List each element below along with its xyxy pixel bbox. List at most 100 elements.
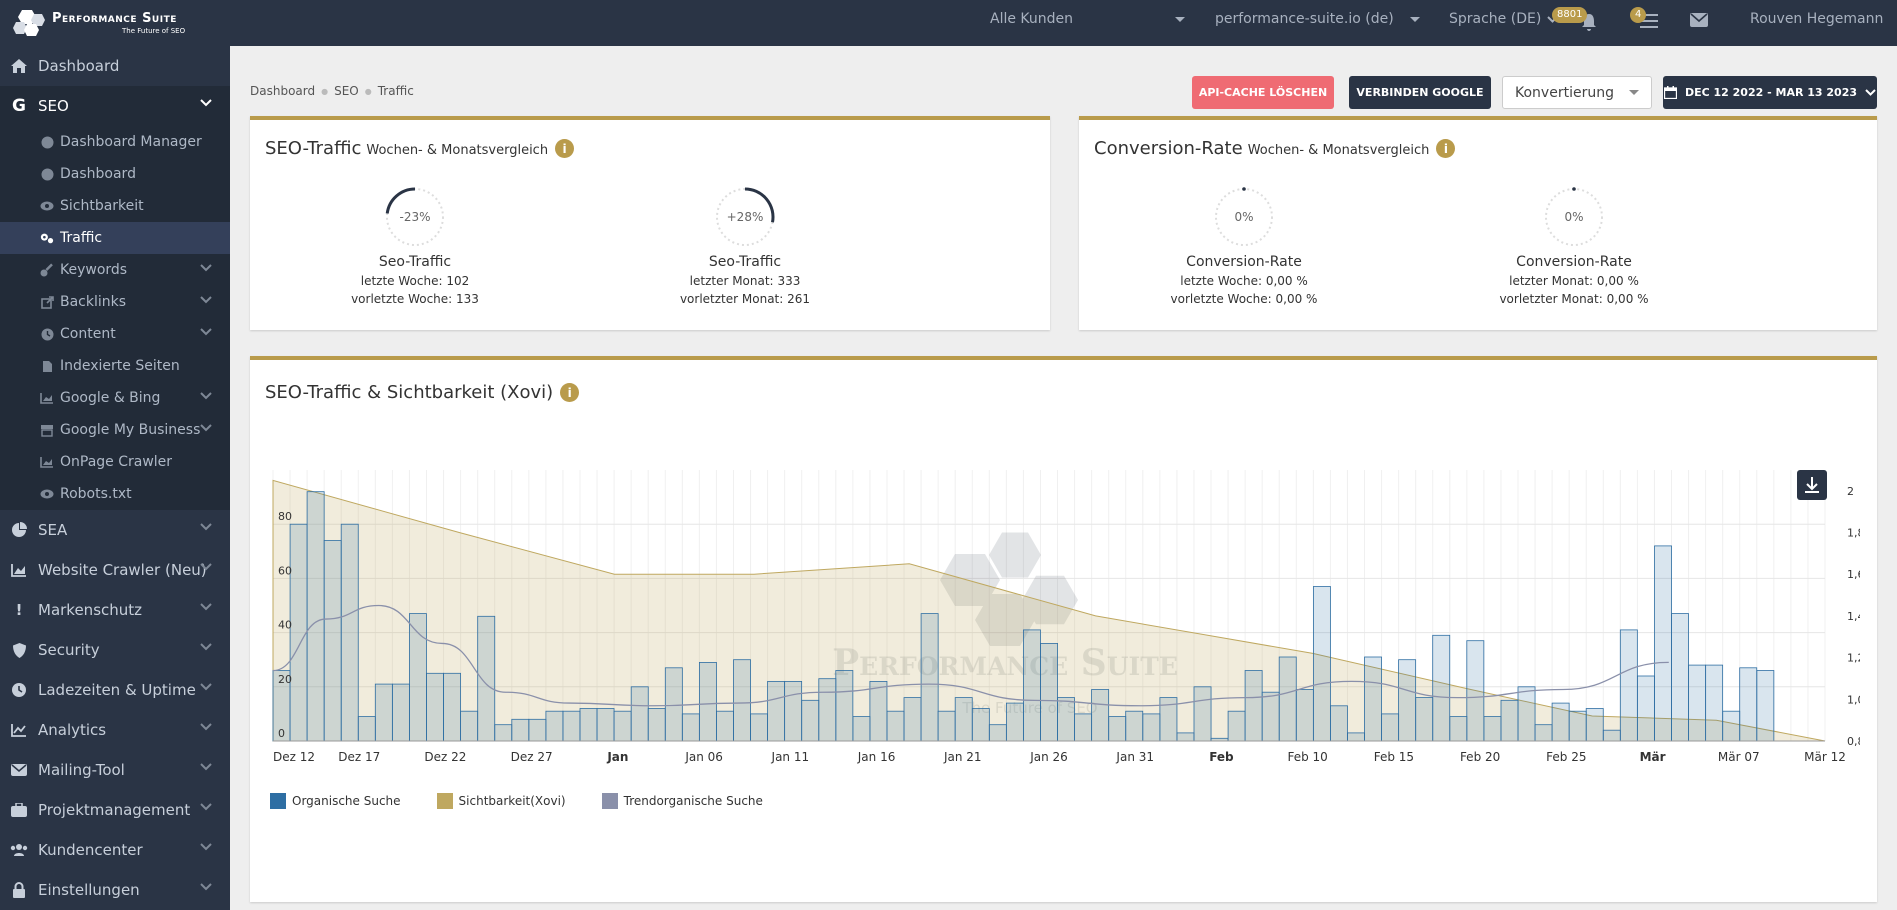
sidebar-subitem-label: Sichtbarkeit [60, 198, 144, 214]
organic-bar [1415, 697, 1434, 742]
logo-icon [13, 10, 45, 36]
organic-bar [869, 680, 888, 742]
organic-bar [1466, 640, 1485, 742]
organic-bar [306, 491, 325, 742]
gauge-arc [385, 187, 416, 214]
sidebar-item-label: Security [38, 641, 100, 659]
breadcrumb-item[interactable]: SEO [334, 84, 359, 98]
sidebar-item-sea[interactable]: SEA [0, 510, 230, 550]
organic-bar [613, 710, 632, 742]
sidebar-subitem-sichtbarkeit[interactable]: Sichtbarkeit [0, 190, 230, 222]
dashboard-icon [40, 135, 54, 149]
sidebar-item-analytics[interactable]: Analytics [0, 710, 230, 750]
tasks-icon[interactable] [1640, 13, 1658, 29]
organic-bar [1688, 664, 1707, 742]
gauge-line-value: 0,00 % [1265, 274, 1308, 288]
legend-item-organic[interactable]: Organische Suche [270, 793, 401, 809]
sidebar-item-ladezeiten[interactable]: Ladezeiten & Uptime [0, 670, 230, 710]
organic-bar [1261, 691, 1280, 742]
gauge-line-label: vorletzte Woche: [1170, 292, 1272, 306]
sidebar-item-kundencenter[interactable]: Kundencenter [0, 830, 230, 870]
organic-bar [1023, 629, 1041, 742]
sidebar-item-seo[interactable]: G SEO [0, 86, 230, 126]
language-select[interactable]: Sprache (DE) [1449, 11, 1559, 27]
organic-bar [374, 683, 393, 742]
sidebar-subitem-robots[interactable]: Robots.txt [0, 478, 230, 510]
connect-google-button[interactable]: Verbinden Google [1349, 76, 1491, 109]
gauge-line-value: 133 [456, 292, 479, 306]
watermark-text: Performance Suite [832, 642, 1178, 684]
info-icon[interactable]: i [555, 139, 575, 158]
customer-select[interactable]: Alle Kunden [990, 11, 1185, 27]
sidebar-item-einstellungen[interactable]: Einstellungen [0, 870, 230, 910]
breadcrumb-item[interactable]: Dashboard [250, 84, 316, 98]
users-icon [10, 841, 28, 859]
sidebar-item-label: Projektmanagement [38, 801, 191, 819]
gauge-marker [1242, 187, 1246, 191]
mail-icon[interactable] [1690, 13, 1708, 27]
y-right-tick-label: 1,8 [1847, 527, 1860, 540]
watermark-hex [1022, 575, 1078, 625]
y-right-tick-label: 1,2 [1847, 652, 1860, 665]
sidebar-subitem-dashboard[interactable]: Dashboard [0, 158, 230, 190]
sidebar-subitem-indexierte-seiten[interactable]: Indexierte Seiten [0, 350, 230, 382]
organic-bar [1517, 686, 1536, 742]
watermark-subtext: The Future of SEO [961, 699, 1097, 717]
brand-subtitle: The Future of SEO [122, 27, 186, 35]
organic-bar [920, 613, 939, 742]
legend-item-visibility[interactable]: Sichtbarkeit(Xovi) [436, 793, 566, 809]
organic-bar [852, 716, 871, 742]
seo-traffic-card: SEO-Traffic Wochen- & Monatsvergleich i … [250, 116, 1050, 330]
sidebar-subitem-onpage-crawler[interactable]: OnPage Crawler [0, 446, 230, 478]
metric-select[interactable]: Konvertierung [1502, 76, 1652, 109]
sidebar-item-label: Einstellungen [38, 881, 140, 899]
sidebar-item-projektmanagement[interactable]: Projektmanagement [0, 790, 230, 830]
clear-cache-button[interactable]: API-Cache löschen [1192, 76, 1334, 109]
domain-select[interactable]: performance-suite.io (de) [1215, 11, 1420, 27]
sidebar-subitem-traffic[interactable]: Traffic [0, 222, 230, 254]
sidebar-subitem-dashboard-manager[interactable]: Dashboard Manager [0, 126, 230, 158]
info-icon[interactable]: i [1436, 139, 1456, 158]
sidebar-item-markenschutz[interactable]: ! Markenschutz [0, 590, 230, 630]
sidebar-subitem-label: Backlinks [60, 294, 127, 310]
gauge-line: vorletzte Woche: 0,00 % [1134, 292, 1354, 306]
organic-bar [1091, 689, 1110, 742]
x-tick-label: Mär 12 [1804, 750, 1846, 764]
sidebar-subitem-label: Indexierte Seiten [60, 358, 180, 374]
sidebar-subitem-backlinks[interactable]: Backlinks [0, 286, 230, 318]
sidebar-item-mailing-tool[interactable]: Mailing-Tool [0, 750, 230, 790]
gauge-value: +28% [726, 210, 764, 224]
sidebar-item-website-crawler[interactable]: Website Crawler (Neu) [0, 550, 230, 590]
organic-bar [545, 710, 564, 742]
info-icon[interactable]: i [560, 383, 580, 402]
traffic-visibility-card: SEO-Traffic & Sichtbarkeit (Xovi) i Perf… [250, 356, 1877, 902]
gauge-line-label: letzter Monat: [1509, 274, 1594, 288]
gauge-line-value: 0,00 % [1606, 292, 1649, 306]
y-left-tick-label: 80 [278, 510, 292, 523]
google-icon: G [12, 96, 26, 116]
language-select-value: Sprache (DE) [1449, 11, 1542, 27]
gauge-label: Conversion-Rate [1516, 254, 1632, 270]
card-title: SEO-Traffic Wochen- & Monatsvergleich i [265, 138, 575, 159]
sidebar-subitem-keywords[interactable]: Keywords [0, 254, 230, 286]
organic-bar [562, 710, 581, 742]
sidebar-subitem-content[interactable]: Content [0, 318, 230, 350]
sidebar-subitem-google-my-business[interactable]: Google My Business [0, 414, 230, 446]
x-tick-label: Mär 07 [1718, 750, 1760, 764]
legend-item-trend[interactable]: Trendorganische Suche [601, 793, 763, 809]
y-left-tick-label: 60 [278, 564, 292, 577]
chevron-down-icon [1629, 90, 1639, 95]
sidebar-item-security[interactable]: Security [0, 630, 230, 670]
gauge-marker [1572, 187, 1576, 191]
download-icon[interactable] [1797, 470, 1827, 500]
user-menu[interactable]: Rouven Hegemann [1750, 11, 1883, 27]
gauge-ring: -23% [380, 182, 450, 252]
chevron-down-icon [200, 803, 212, 811]
sidebar-item-dashboard[interactable]: Dashboard [0, 46, 230, 86]
brand-logo[interactable]: Performance Suite The Future of SEO [12, 4, 212, 42]
gauge-line-value: 0,00 % [1596, 274, 1639, 288]
organic-bar [937, 710, 956, 742]
traffic-card-title: SEO-Traffic & Sichtbarkeit (Xovi) [265, 382, 554, 403]
date-range-button[interactable]: DEC 12 2022 - MAR 13 2023 [1663, 76, 1877, 109]
sidebar-subitem-google-bing[interactable]: Google & Bing [0, 382, 230, 414]
